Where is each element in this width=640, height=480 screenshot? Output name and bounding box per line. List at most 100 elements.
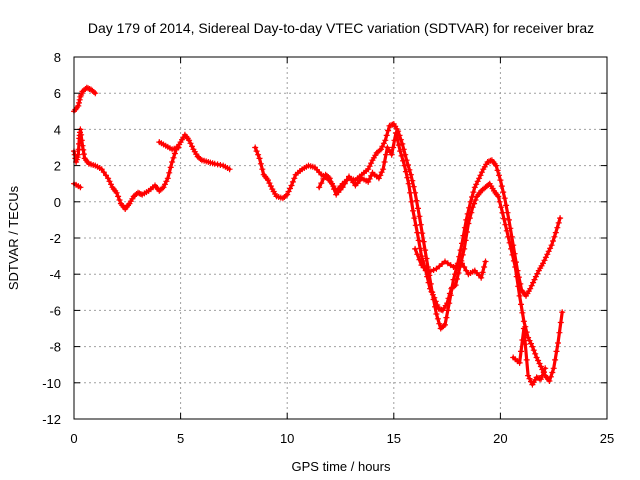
data-point xyxy=(255,151,262,158)
data-point xyxy=(400,146,407,153)
data-point xyxy=(505,233,512,240)
data-point xyxy=(472,197,479,203)
data-point xyxy=(478,274,485,281)
data-point xyxy=(326,175,333,182)
data-point xyxy=(382,137,389,144)
data-point xyxy=(331,186,338,193)
data-point xyxy=(462,237,469,244)
data-point xyxy=(422,247,429,254)
data-point xyxy=(414,251,421,258)
data-point xyxy=(443,314,450,321)
data-point xyxy=(399,140,406,147)
data-point xyxy=(416,256,423,263)
x-tick-label: 5 xyxy=(177,431,184,446)
data-point xyxy=(434,302,441,308)
data-point xyxy=(553,348,560,355)
x-tick-label: 0 xyxy=(70,431,77,446)
data-point xyxy=(385,127,392,134)
y-axis-label: SDTVAR / TECUs xyxy=(6,185,21,290)
data-point xyxy=(167,164,174,171)
data-point xyxy=(494,167,501,174)
data-point xyxy=(388,151,395,158)
data-point xyxy=(477,172,484,179)
data-point xyxy=(500,189,507,196)
data-point xyxy=(454,276,460,282)
data-point xyxy=(546,378,553,384)
data-point xyxy=(523,356,530,363)
data-point xyxy=(456,261,463,268)
y-tick-label: 0 xyxy=(54,195,61,210)
grid xyxy=(74,57,607,419)
data-point xyxy=(501,215,507,222)
data-point xyxy=(537,363,544,370)
data-point xyxy=(406,166,413,173)
data-point xyxy=(466,215,473,222)
data-point xyxy=(552,229,559,236)
data-point xyxy=(461,245,468,252)
data-point xyxy=(507,225,514,232)
y-tick-label: 4 xyxy=(54,122,61,137)
data-point xyxy=(339,184,346,191)
data-point xyxy=(164,175,171,182)
y-tick-label: -8 xyxy=(49,340,61,355)
data-point xyxy=(383,132,390,139)
data-point xyxy=(289,178,296,185)
data-point xyxy=(530,347,537,354)
data-point xyxy=(512,264,519,270)
data-point xyxy=(545,248,552,255)
data-point xyxy=(113,189,120,196)
data-point xyxy=(414,229,421,236)
data-point xyxy=(412,245,419,252)
x-tick-label: 15 xyxy=(387,431,401,446)
data-point xyxy=(465,220,472,227)
data-point xyxy=(508,245,515,252)
data-point xyxy=(415,237,422,244)
data-point xyxy=(446,290,453,297)
data-point xyxy=(398,152,405,159)
data-point xyxy=(497,177,504,184)
data-point xyxy=(288,182,295,189)
data-point xyxy=(467,198,474,205)
data-point xyxy=(547,245,554,252)
data-point xyxy=(76,99,82,106)
data-point xyxy=(170,154,177,161)
data-point xyxy=(169,159,176,165)
y-tick-label: -2 xyxy=(49,231,61,246)
data-point xyxy=(116,197,123,203)
data-point xyxy=(401,162,408,169)
data-point xyxy=(166,169,173,176)
data-point xyxy=(450,264,457,270)
data-point xyxy=(77,184,84,191)
data-point xyxy=(394,136,401,143)
data-point xyxy=(550,238,556,244)
series-trace-c xyxy=(71,126,233,212)
data-point xyxy=(482,258,489,265)
data-point xyxy=(76,96,83,103)
data-point xyxy=(493,162,500,169)
data-point xyxy=(519,337,526,343)
data-point xyxy=(481,264,488,270)
axis-ticks: 0 5 10 15 20 25 -12 -10 -8 -6 -4 -2 0 2 4 6 8 xyxy=(42,50,614,446)
data-point xyxy=(395,142,402,149)
data-point xyxy=(424,269,431,276)
data-point xyxy=(554,224,561,231)
data-point xyxy=(547,373,554,380)
data-point xyxy=(540,368,547,375)
data-point xyxy=(469,204,476,211)
data-point xyxy=(509,251,516,258)
data-point xyxy=(100,169,107,176)
data-point xyxy=(505,216,512,223)
data-point xyxy=(226,166,233,173)
data-point xyxy=(555,219,562,226)
data-point xyxy=(391,137,398,144)
data-point xyxy=(498,204,505,211)
y-tick-label: 6 xyxy=(54,86,61,101)
data-point xyxy=(392,130,399,136)
y-tick-label: -6 xyxy=(49,303,61,318)
data-point xyxy=(557,319,564,326)
y-tick-label: 2 xyxy=(54,159,61,174)
data-point xyxy=(257,160,264,167)
data-point xyxy=(499,209,506,216)
chart-title: Day 179 of 2014, Sidereal Day-to-day VTE… xyxy=(88,20,594,36)
y-tick-label: 8 xyxy=(54,50,61,65)
